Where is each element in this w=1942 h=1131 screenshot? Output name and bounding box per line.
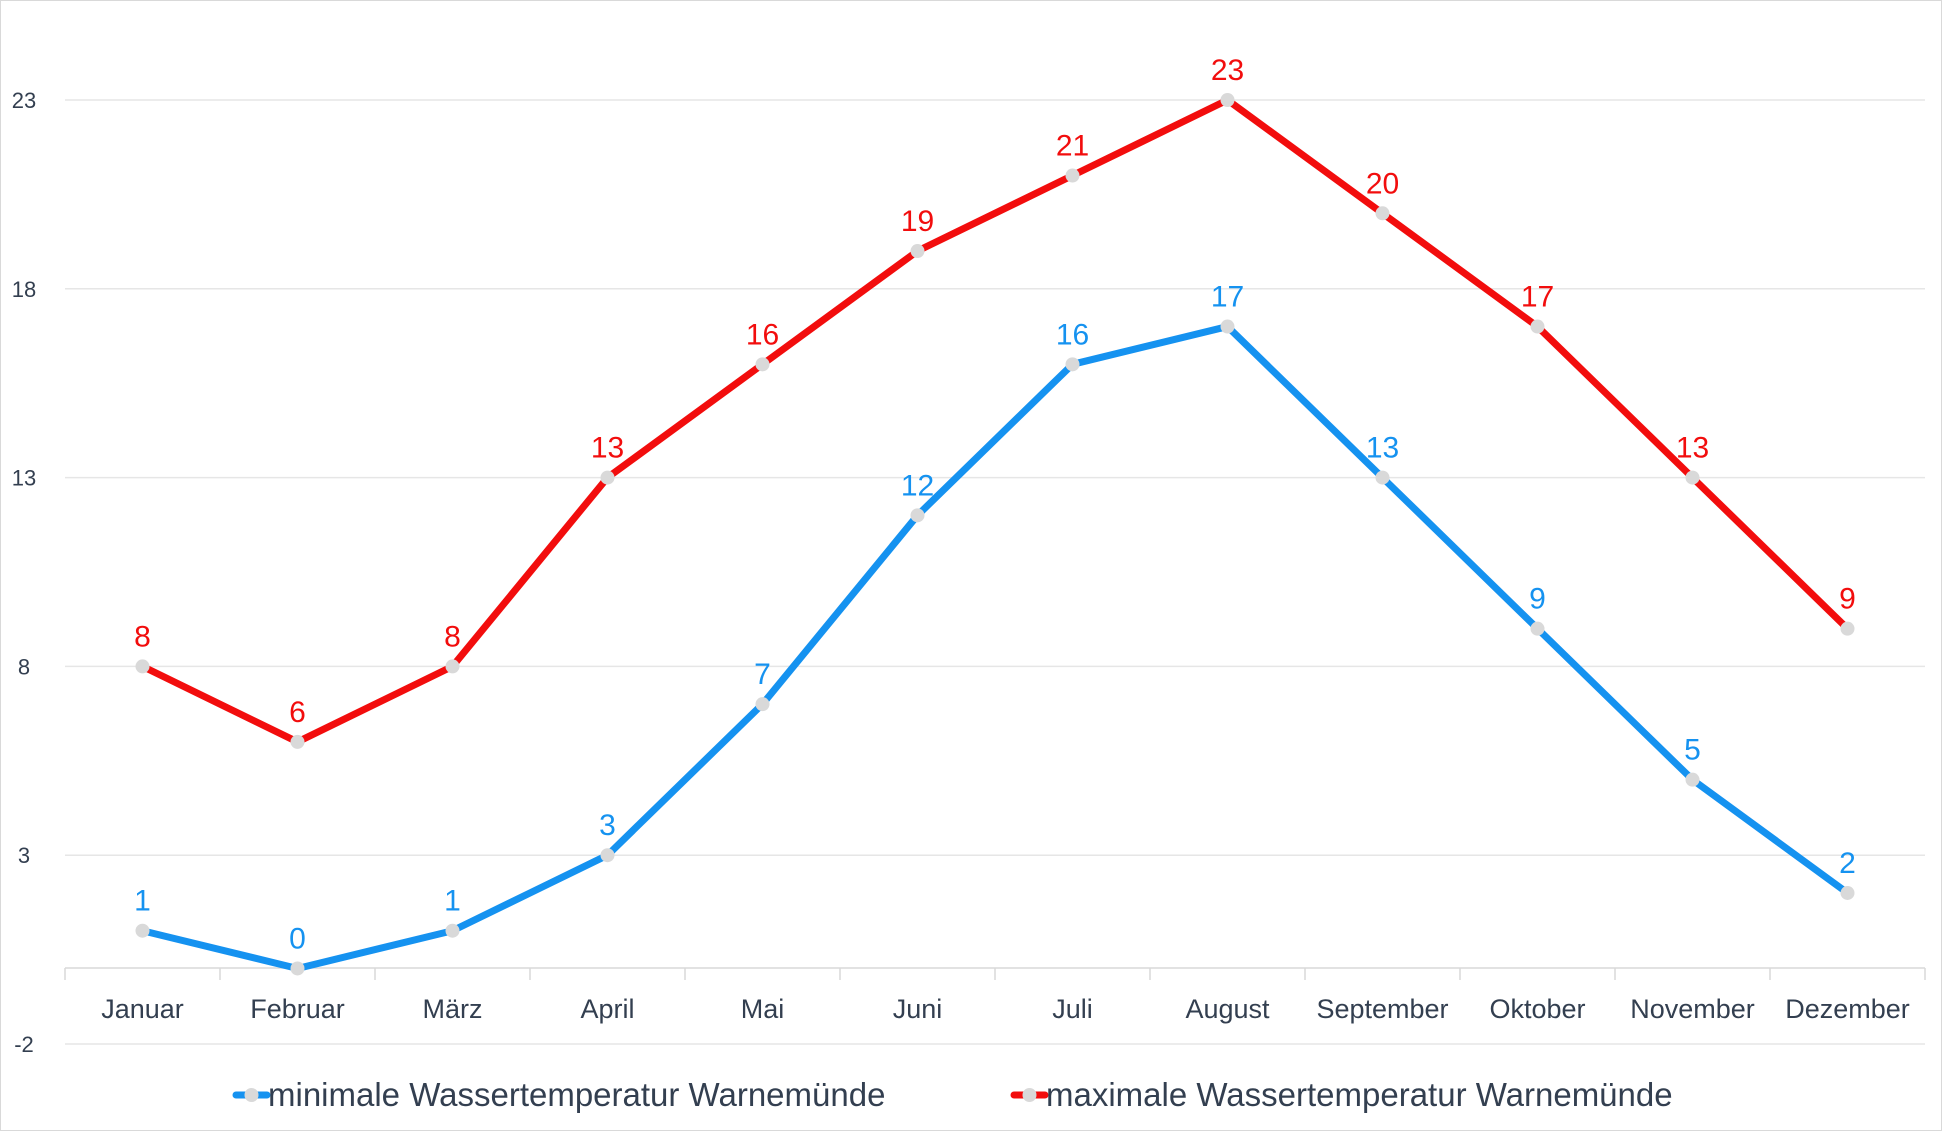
data-point: [1530, 621, 1545, 636]
data-point: [1065, 357, 1080, 372]
series-line-max: [139, 96, 1851, 746]
data-label: 8: [444, 620, 461, 653]
data-label: 8: [134, 620, 151, 653]
data-label: 9: [1839, 583, 1856, 616]
x-tick-label: Januar: [101, 994, 184, 1024]
x-tick-label: Oktober: [1489, 994, 1585, 1024]
data-label: 1: [134, 885, 151, 918]
data-point: [600, 848, 615, 863]
legend-entry: minimale Wassertemperatur Warnemünde: [268, 1076, 885, 1113]
data-label: 17: [1521, 281, 1554, 314]
data-point: [755, 697, 770, 712]
data-point: [1685, 772, 1700, 787]
data-label: 13: [1366, 432, 1399, 465]
data-point: [1220, 319, 1235, 334]
data-point: [1840, 621, 1855, 636]
data-label: 13: [1676, 432, 1709, 465]
x-tick-label: Juni: [893, 994, 943, 1024]
x-tick-label: Dezember: [1785, 994, 1910, 1024]
data-label: 5: [1684, 734, 1701, 767]
data-point: [1375, 470, 1390, 485]
data-label: 19: [901, 205, 934, 238]
legend-marker: [244, 1088, 259, 1102]
x-axis: Januar Februar März April Mai Juni Juli August S…: [64, 967, 1926, 1024]
data-label: 12: [901, 469, 934, 502]
y-axis: -2 3 8 13 18 23: [12, 88, 36, 1057]
data-point: [445, 923, 460, 938]
x-tick-label: Mai: [741, 994, 785, 1024]
data-label: 0: [289, 922, 306, 955]
data-point: [1840, 885, 1855, 900]
y-tick-label: 18: [12, 277, 36, 302]
legend-marker: [1022, 1088, 1037, 1102]
data-point: [445, 659, 460, 674]
data-point: [1685, 470, 1700, 485]
data-point: [600, 470, 615, 485]
data-point: [1220, 93, 1235, 107]
data-point: [1065, 168, 1080, 183]
data-point: [910, 508, 925, 523]
data-point: [1375, 206, 1390, 221]
x-tick-label: November: [1630, 994, 1755, 1024]
series-line-min: [139, 323, 1851, 972]
data-label: 17: [1211, 281, 1244, 314]
x-tick-label: Juli: [1052, 994, 1093, 1024]
data-point: [755, 357, 770, 372]
x-tick-label: April: [580, 994, 634, 1024]
legend: minimale Wassertemperatur Warnemünde maxi…: [232, 1076, 1673, 1113]
x-tick-label: September: [1316, 994, 1448, 1024]
data-label: 16: [746, 318, 779, 351]
data-point: [135, 923, 150, 938]
y-tick-label: 8: [18, 654, 30, 679]
data-label: 20: [1366, 167, 1399, 200]
data-label: 9: [1529, 583, 1546, 616]
data-point: [1530, 319, 1545, 334]
data-label: 1: [444, 885, 461, 918]
x-tick-label: März: [423, 994, 483, 1024]
x-tick-label: August: [1185, 994, 1270, 1024]
y-tick-label: 13: [12, 466, 36, 491]
series-group: [135, 93, 1855, 976]
data-label: 21: [1056, 130, 1089, 163]
gridlines: [65, 99, 1925, 1045]
data-point: [290, 961, 305, 976]
data-label: 6: [289, 696, 306, 729]
y-tick-label: -2: [14, 1032, 34, 1057]
data-label: 2: [1839, 847, 1856, 880]
legend-entry: maximale Wassertemperatur Warnemünde: [1046, 1076, 1673, 1113]
data-label: 13: [591, 432, 624, 465]
y-tick-label: 3: [18, 843, 30, 868]
data-point: [135, 659, 150, 674]
data-label: 16: [1056, 318, 1089, 351]
data-label: 7: [754, 658, 771, 691]
data-label: 3: [599, 809, 616, 842]
data-point: [290, 734, 305, 749]
data-label: 23: [1211, 54, 1244, 87]
x-tick-label: Februar: [250, 994, 345, 1024]
y-tick-label: 23: [12, 88, 36, 113]
data-point: [910, 244, 925, 259]
